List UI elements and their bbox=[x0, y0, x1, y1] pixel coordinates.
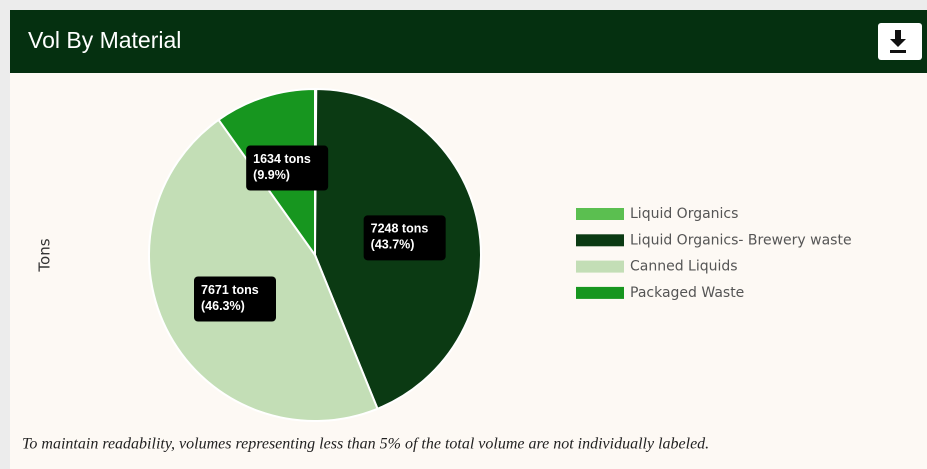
pie-slice bbox=[148, 118, 379, 422]
legend-label: Liquid Organics bbox=[630, 206, 738, 222]
label-value: 7248 tons bbox=[371, 222, 429, 236]
data-label: 1634 tons (9.9%) bbox=[246, 145, 329, 191]
chart-title: Vol By Material bbox=[28, 27, 181, 53]
label-box bbox=[246, 145, 329, 191]
card-header bbox=[10, 10, 927, 73]
download-button[interactable] bbox=[878, 23, 922, 60]
legend-swatch bbox=[576, 286, 624, 299]
label-box bbox=[363, 215, 446, 261]
data-label: 7671 tons (46.3%) bbox=[194, 276, 277, 322]
legend-label: Canned Liquids bbox=[630, 259, 738, 275]
data-label: 7248 tons (43.7%) bbox=[363, 215, 446, 261]
legend-swatch bbox=[576, 208, 624, 220]
footnote: To maintain readability, volumes represe… bbox=[22, 436, 709, 453]
label-box bbox=[194, 276, 277, 322]
legend-label: Liquid Organics- Brewery waste bbox=[630, 232, 852, 248]
label-value: 1634 tons bbox=[253, 152, 311, 166]
label-value: 7671 tons bbox=[201, 283, 259, 297]
label-percent: (43.7%) bbox=[371, 238, 415, 252]
legend-swatch bbox=[576, 234, 624, 247]
legend-label: Packaged Waste bbox=[630, 285, 744, 301]
label-percent: (9.9%) bbox=[253, 168, 290, 182]
label-percent: (46.3%) bbox=[201, 299, 245, 313]
legend-swatch bbox=[576, 260, 624, 273]
y-axis-label: Tons bbox=[36, 238, 54, 272]
